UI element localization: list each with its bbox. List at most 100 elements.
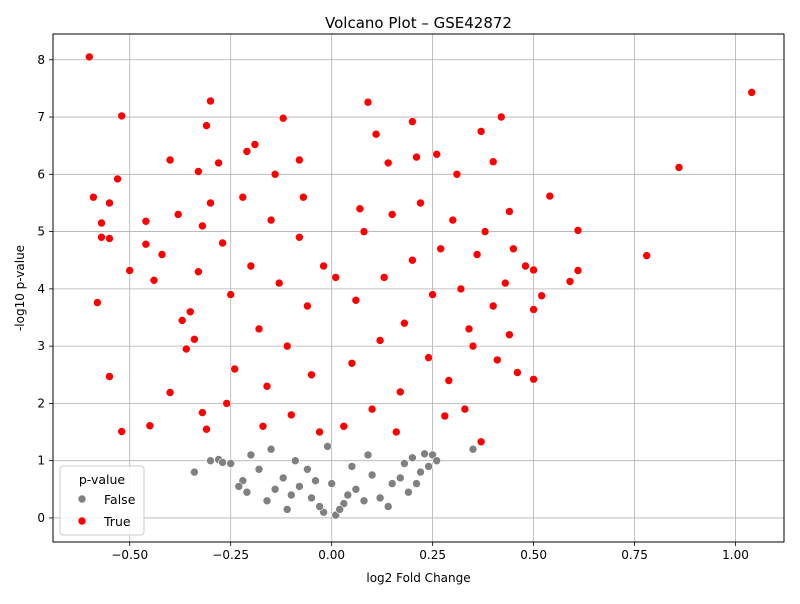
x-tick-label: 0.00 bbox=[318, 548, 345, 562]
data-point-false bbox=[347, 462, 357, 471]
data-point-true bbox=[383, 158, 393, 168]
data-point-true bbox=[521, 261, 530, 271]
data-point-false bbox=[412, 479, 421, 488]
data-point-false bbox=[428, 450, 437, 460]
data-point-false bbox=[254, 464, 264, 474]
data-point-false bbox=[262, 496, 272, 506]
legend-label-true: True bbox=[103, 514, 131, 529]
data-point-true bbox=[545, 191, 555, 201]
data-point-false bbox=[383, 502, 393, 511]
data-point-true bbox=[93, 298, 102, 307]
data-point-false bbox=[190, 467, 199, 477]
data-point-true bbox=[480, 227, 490, 236]
data-point-true bbox=[141, 239, 151, 249]
x-tick-label: 0.75 bbox=[621, 548, 648, 562]
data-point-true bbox=[573, 266, 583, 275]
data-point-true bbox=[299, 192, 308, 202]
data-point-true bbox=[173, 210, 183, 219]
data-point-false bbox=[335, 505, 345, 514]
series-true bbox=[85, 52, 757, 447]
legend-marker-false bbox=[77, 494, 87, 504]
data-point-false bbox=[290, 456, 300, 466]
chart-title: Volcano Plot – GSE42872 bbox=[325, 14, 512, 32]
y-tick-label: 6 bbox=[37, 167, 45, 181]
y-tick-label: 1 bbox=[37, 454, 45, 468]
data-point-false bbox=[206, 456, 215, 466]
data-point-true bbox=[537, 291, 547, 301]
data-point-false bbox=[359, 496, 369, 506]
x-tick-label: 1.00 bbox=[722, 548, 749, 562]
data-point-false bbox=[343, 490, 353, 500]
data-point-true bbox=[460, 404, 470, 414]
data-point-true bbox=[448, 215, 458, 225]
data-point-true bbox=[468, 341, 478, 351]
data-point-false bbox=[375, 493, 385, 503]
y-tick-label: 3 bbox=[37, 339, 45, 353]
data-point-true bbox=[105, 198, 114, 208]
data-point-true bbox=[270, 170, 280, 179]
legend-title: p-value bbox=[79, 472, 126, 487]
data-point-true bbox=[113, 174, 122, 184]
data-point-true bbox=[505, 330, 514, 340]
data-point-true bbox=[89, 192, 98, 202]
data-point-false bbox=[424, 462, 433, 471]
data-point-true bbox=[513, 368, 522, 377]
data-point-true bbox=[509, 244, 518, 254]
data-point-true bbox=[182, 344, 191, 354]
data-point-true bbox=[529, 305, 538, 314]
data-point-true bbox=[424, 353, 433, 362]
data-point-true bbox=[190, 334, 199, 344]
data-point-true bbox=[286, 410, 296, 420]
data-point-false bbox=[420, 449, 429, 459]
data-point-true bbox=[371, 129, 381, 139]
data-point-true bbox=[674, 163, 684, 172]
data-point-true bbox=[642, 251, 652, 260]
y-tick-label: 4 bbox=[37, 282, 45, 296]
data-point-false bbox=[307, 493, 316, 503]
data-point-false bbox=[266, 444, 276, 454]
data-point-false bbox=[363, 450, 373, 460]
data-point-true bbox=[85, 52, 94, 62]
legend-label-false: False bbox=[104, 492, 136, 507]
x-tick-label: 0.50 bbox=[520, 548, 547, 562]
data-point-true bbox=[117, 111, 126, 121]
data-point-false bbox=[278, 473, 288, 483]
data-point-false bbox=[339, 499, 349, 508]
data-point-true bbox=[307, 370, 316, 380]
data-point-false bbox=[315, 502, 324, 511]
data-point-true bbox=[198, 221, 207, 231]
data-point-true bbox=[456, 284, 466, 294]
plot-frame bbox=[52, 33, 785, 543]
data-point-true bbox=[400, 318, 409, 328]
data-point-true bbox=[303, 301, 312, 311]
data-point-true bbox=[165, 155, 175, 165]
data-point-true bbox=[464, 324, 474, 334]
data-point-true bbox=[747, 88, 757, 97]
data-point-false bbox=[416, 467, 425, 477]
data-point-true bbox=[367, 404, 377, 414]
x-axis-label: log2 Fold Change bbox=[366, 571, 470, 585]
data-point-false bbox=[218, 458, 227, 467]
data-point-true bbox=[488, 301, 498, 311]
data-point-false bbox=[282, 505, 292, 514]
data-point-true bbox=[97, 218, 106, 228]
data-point-true bbox=[206, 198, 215, 208]
data-point-true bbox=[157, 250, 167, 259]
data-point-true bbox=[412, 152, 421, 162]
x-tick-label: −0.25 bbox=[212, 548, 249, 562]
data-point-true bbox=[428, 290, 437, 299]
data-point-false bbox=[242, 487, 252, 497]
data-point-true bbox=[496, 112, 506, 122]
data-point-true bbox=[476, 437, 486, 447]
data-point-true bbox=[529, 374, 538, 384]
data-point-true bbox=[149, 275, 159, 285]
data-point-true bbox=[198, 408, 207, 417]
data-point-true bbox=[262, 381, 272, 391]
data-point-true bbox=[250, 140, 260, 149]
data-point-true bbox=[436, 244, 446, 254]
y-tick-label: 2 bbox=[37, 396, 45, 410]
data-point-true bbox=[254, 324, 264, 334]
y-tick-label: 0 bbox=[37, 511, 45, 525]
